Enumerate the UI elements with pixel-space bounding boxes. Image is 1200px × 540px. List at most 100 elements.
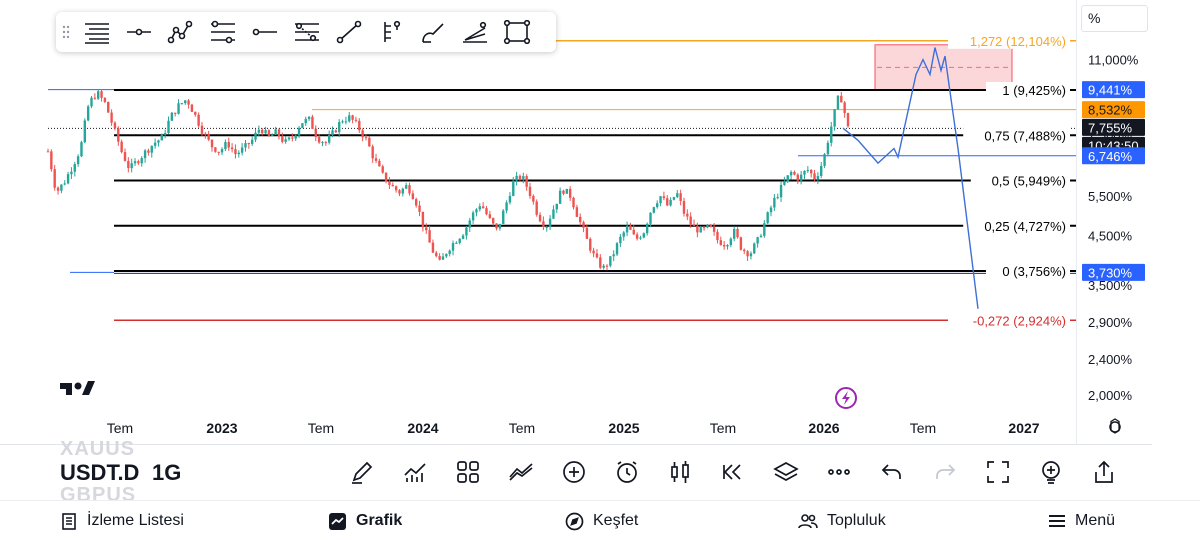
candle-body [696, 225, 699, 233]
nav-explore[interactable]: Keşfet [565, 501, 638, 540]
candle-body [56, 187, 60, 191]
candle-body [187, 100, 190, 105]
nav-menu[interactable]: Menü [1048, 501, 1115, 540]
fib-channel-icon[interactable] [286, 12, 328, 52]
candle-body [63, 183, 66, 185]
candle-body [190, 104, 194, 112]
candle-body [143, 150, 147, 159]
candle-body [398, 190, 401, 194]
candle-body [137, 161, 140, 164]
candle-body [789, 171, 793, 176]
pitchfork-icon[interactable] [370, 12, 412, 52]
candle-body [394, 186, 398, 191]
candle-body [786, 175, 789, 182]
candle-body [435, 252, 438, 257]
candles-icon[interactable] [653, 450, 706, 494]
fib-levels-icon[interactable] [202, 12, 244, 52]
brush-icon[interactable] [412, 12, 454, 52]
share-icon[interactable] [1077, 450, 1130, 494]
candle-body [86, 106, 90, 121]
alert-icon[interactable] [600, 450, 653, 494]
price-axis-label: 4,500% [1088, 228, 1133, 243]
candle-body [93, 97, 97, 99]
candle-body [234, 149, 237, 155]
percent-scale-button[interactable]: % [1081, 5, 1148, 32]
price-tag-blue[interactable]: 9,441% [1082, 81, 1145, 99]
price-tag-current[interactable]: 7,755% [1082, 118, 1145, 136]
trend-line-icon[interactable] [328, 12, 370, 52]
redo-icon[interactable] [918, 450, 971, 494]
nav-community-label: Topluluk [827, 512, 886, 529]
price-tag-label: 7,755% [1088, 120, 1133, 135]
candle-body [505, 202, 508, 211]
candle-body [384, 172, 388, 182]
candle-body [806, 169, 810, 171]
candle-body [599, 257, 602, 268]
candle-body [522, 176, 525, 179]
candle-body [743, 249, 746, 252]
price-tag-blue[interactable]: 6,746% [1082, 147, 1145, 165]
price-tag-blue[interactable]: 3,730% [1082, 263, 1145, 281]
candle-body [672, 197, 676, 200]
candle-body [324, 142, 328, 144]
candle-body [542, 221, 545, 227]
fib-level-label: 0,25 (4,727%) [984, 219, 1066, 234]
nav-explore-label: Keşfet [593, 512, 639, 529]
candle-body [90, 97, 93, 107]
price-axis-label: 11,000% [1088, 53, 1139, 68]
undo-icon[interactable] [865, 450, 918, 494]
nav-watchlist[interactable]: İzleme Listesi [60, 501, 184, 540]
indicators-icon[interactable] [388, 450, 441, 494]
candle-body [391, 184, 394, 187]
candle-body [669, 199, 672, 206]
candle-body [712, 226, 716, 232]
menu-icon [1049, 515, 1065, 527]
candle-body [749, 253, 753, 257]
price-tag-orange[interactable]: 8,532% [1082, 101, 1145, 119]
candle-body [491, 218, 495, 224]
candle-body [421, 211, 425, 228]
fib-level-label: 1 (9,425%) [1002, 83, 1066, 98]
candle-body [220, 149, 224, 153]
interval-button[interactable]: 1G [152, 460, 182, 485]
compare-icon[interactable] [494, 450, 547, 494]
path-nodes-icon[interactable] [160, 12, 202, 52]
fib-fan-icon[interactable] [454, 12, 496, 52]
symbol-name[interactable]: USDT.D [60, 460, 140, 485]
rectangle-icon[interactable] [496, 12, 538, 52]
drag-handle-icon[interactable] [56, 12, 76, 52]
add-icon[interactable] [547, 450, 600, 494]
candle-body [240, 147, 244, 153]
time-axis-label: 2025 [608, 420, 639, 436]
horizontal-line-icon[interactable] [118, 12, 160, 52]
candle-body [649, 212, 652, 224]
pencil-icon[interactable] [335, 450, 388, 494]
replay-icon[interactable] [706, 450, 759, 494]
projection-path[interactable] [842, 47, 979, 309]
layouts-icon[interactable] [441, 450, 494, 494]
price-tag-bg [1082, 263, 1145, 281]
nav-chart[interactable]: Grafik [328, 501, 402, 540]
more-icon[interactable] [812, 450, 865, 494]
ray-line-icon[interactable] [244, 12, 286, 52]
chart-area[interactable]: 1,272 (12,104%) 1 (9,425%) 0,75 (7,488%) 0,… [0, 0, 1200, 445]
nav-community[interactable]: Topluluk [798, 501, 886, 540]
candle-body [194, 111, 197, 115]
candle-body [361, 130, 364, 138]
ideas-icon[interactable] [1024, 450, 1077, 494]
events-lightning-icon[interactable] [835, 387, 857, 409]
candle-body [813, 173, 816, 180]
candle-body [595, 253, 599, 258]
layers-icon[interactable] [759, 450, 812, 494]
candle-body [736, 228, 739, 238]
price-chart[interactable]: 1,272 (12,104%) 1 (9,425%) 0,75 (7,488%) 0,… [0, 0, 1200, 445]
axis-settings-icon[interactable] [1109, 418, 1121, 434]
fib-retracement-icon[interactable] [76, 12, 118, 52]
candle-body [103, 97, 107, 102]
candles [46, 88, 850, 271]
candle-body [706, 224, 709, 228]
symbol-ghost-above[interactable]: XAUUS [60, 438, 136, 460]
candle-body [173, 112, 177, 114]
fullscreen-icon[interactable] [971, 450, 1024, 494]
price-axis-label: 2,400% [1088, 352, 1133, 367]
